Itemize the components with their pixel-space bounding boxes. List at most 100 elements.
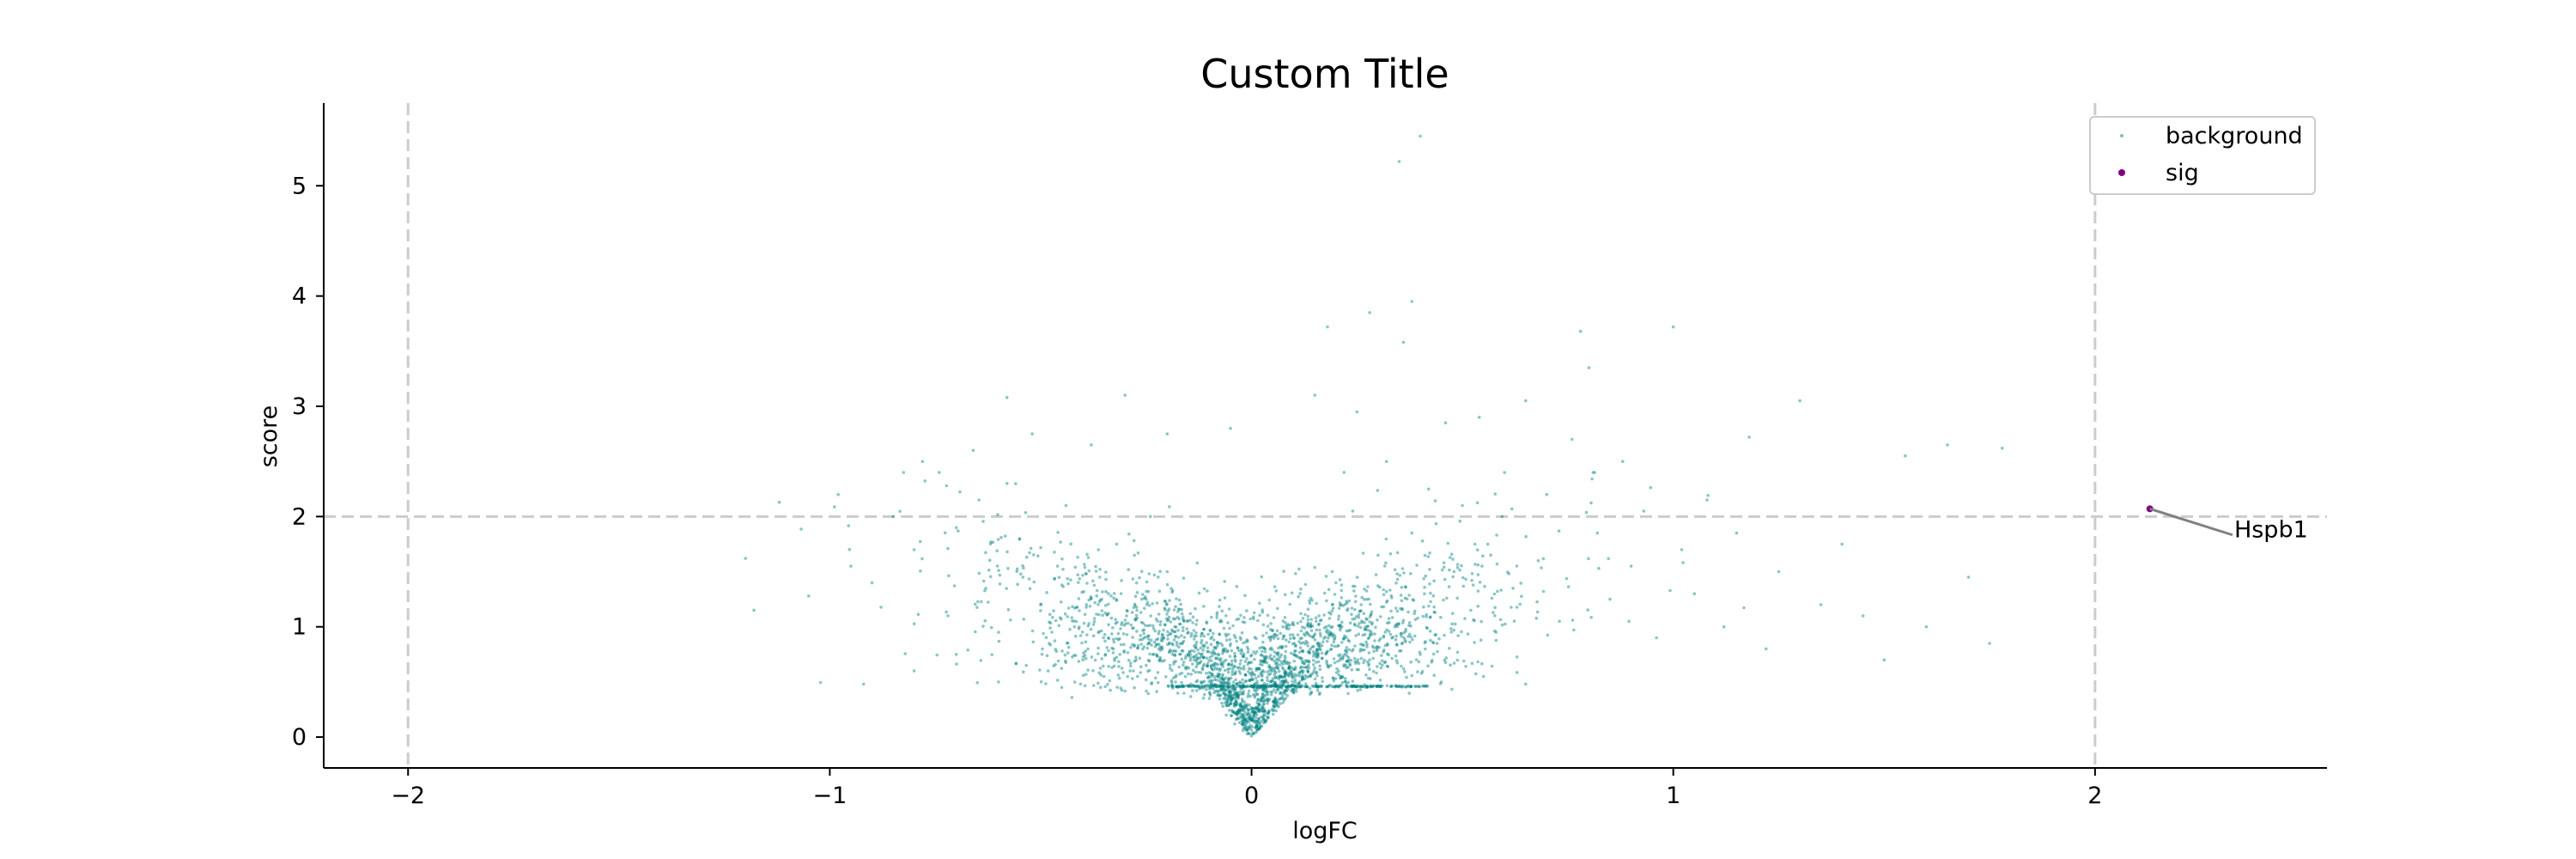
point-background — [1323, 635, 1327, 639]
point-background — [1368, 658, 1371, 661]
point-background — [1346, 666, 1350, 669]
point-background — [1300, 625, 1304, 629]
point-background — [1405, 597, 1409, 600]
point-background — [1181, 684, 1185, 687]
point-background — [1176, 685, 1179, 689]
point-background — [1309, 691, 1313, 695]
point-background — [1261, 608, 1264, 612]
point-background — [1217, 673, 1221, 677]
point-background — [1218, 658, 1222, 662]
point-background — [1133, 644, 1136, 649]
point-background — [1069, 578, 1072, 582]
point-background — [1245, 728, 1249, 732]
point-background — [1312, 685, 1315, 688]
point-background — [1089, 594, 1093, 599]
point-background — [1301, 649, 1305, 654]
point-background — [1330, 685, 1334, 688]
point-background — [1237, 716, 1241, 720]
point-background — [1242, 667, 1246, 671]
point-background — [1515, 606, 1519, 609]
point-background — [1257, 709, 1261, 712]
point-background — [1258, 725, 1261, 728]
point-background — [980, 600, 983, 604]
point-background — [1435, 642, 1439, 645]
point-background — [1190, 631, 1194, 636]
point-background — [1366, 637, 1370, 641]
point-background — [1291, 674, 1294, 679]
point-background — [1417, 660, 1421, 664]
point-background — [1066, 606, 1071, 610]
point-background — [1260, 695, 1264, 699]
point-background — [1285, 685, 1289, 689]
point-background — [1382, 650, 1385, 654]
point-background — [1294, 572, 1297, 576]
point-background — [1127, 658, 1131, 662]
point-background — [1174, 634, 1178, 638]
point-background — [1263, 655, 1267, 660]
point-background — [1232, 693, 1236, 698]
point-background — [1309, 624, 1313, 628]
point-background — [1048, 643, 1053, 647]
point-background — [1187, 631, 1190, 634]
point-background — [1281, 662, 1285, 666]
point-background — [1244, 685, 1249, 688]
point-background — [1267, 711, 1271, 716]
point-background — [1064, 659, 1067, 663]
point-background — [1287, 665, 1291, 668]
point-background — [974, 630, 977, 634]
point-background — [1175, 597, 1178, 600]
point-background — [1338, 624, 1341, 628]
point-background — [1115, 685, 1119, 689]
point-background — [1182, 619, 1186, 624]
point-background — [1255, 692, 1259, 696]
point-background — [1276, 654, 1280, 657]
point-background — [1071, 605, 1074, 608]
point-background — [1515, 564, 1519, 568]
point-background — [1230, 685, 1234, 688]
point-background — [1006, 567, 1010, 570]
point-background — [1176, 607, 1181, 611]
point-background — [971, 448, 975, 453]
point-background — [1291, 690, 1296, 694]
point-background — [1201, 649, 1205, 652]
point-background — [1342, 663, 1346, 667]
point-background — [1307, 623, 1310, 626]
point-background — [1256, 618, 1260, 623]
point-background — [1452, 661, 1456, 665]
point-background — [1398, 685, 1402, 688]
point-background — [1165, 617, 1169, 620]
point-background — [1345, 660, 1349, 663]
point-background — [1362, 685, 1365, 688]
point-background — [1258, 685, 1261, 690]
point-background — [1039, 609, 1042, 612]
point-background — [1356, 689, 1359, 692]
point-background — [1426, 555, 1431, 558]
point-background — [1155, 654, 1159, 658]
point-background — [1389, 594, 1394, 598]
point-background — [1209, 651, 1213, 655]
point-background — [1134, 581, 1139, 585]
point-background — [1259, 724, 1262, 728]
point-background — [1339, 656, 1342, 660]
point-background — [1306, 685, 1309, 689]
point-background — [1197, 591, 1201, 595]
point-background — [1107, 649, 1110, 653]
point-background — [1363, 658, 1366, 662]
point-background — [1455, 658, 1460, 662]
point-background — [1337, 618, 1340, 621]
point-background — [1205, 620, 1208, 624]
point-background — [1273, 659, 1276, 663]
point-background — [1325, 599, 1328, 603]
point-background — [1044, 682, 1048, 685]
point-background — [1100, 597, 1103, 601]
point-background — [1325, 661, 1329, 665]
point-background — [1230, 670, 1234, 673]
point-background — [1418, 685, 1421, 688]
point-background — [1535, 600, 1539, 604]
point-background — [1117, 676, 1121, 680]
point-background — [1252, 672, 1255, 676]
point-background — [1315, 654, 1318, 658]
point-background — [1117, 665, 1121, 668]
point-background — [1285, 625, 1288, 629]
point-background — [1285, 627, 1289, 631]
